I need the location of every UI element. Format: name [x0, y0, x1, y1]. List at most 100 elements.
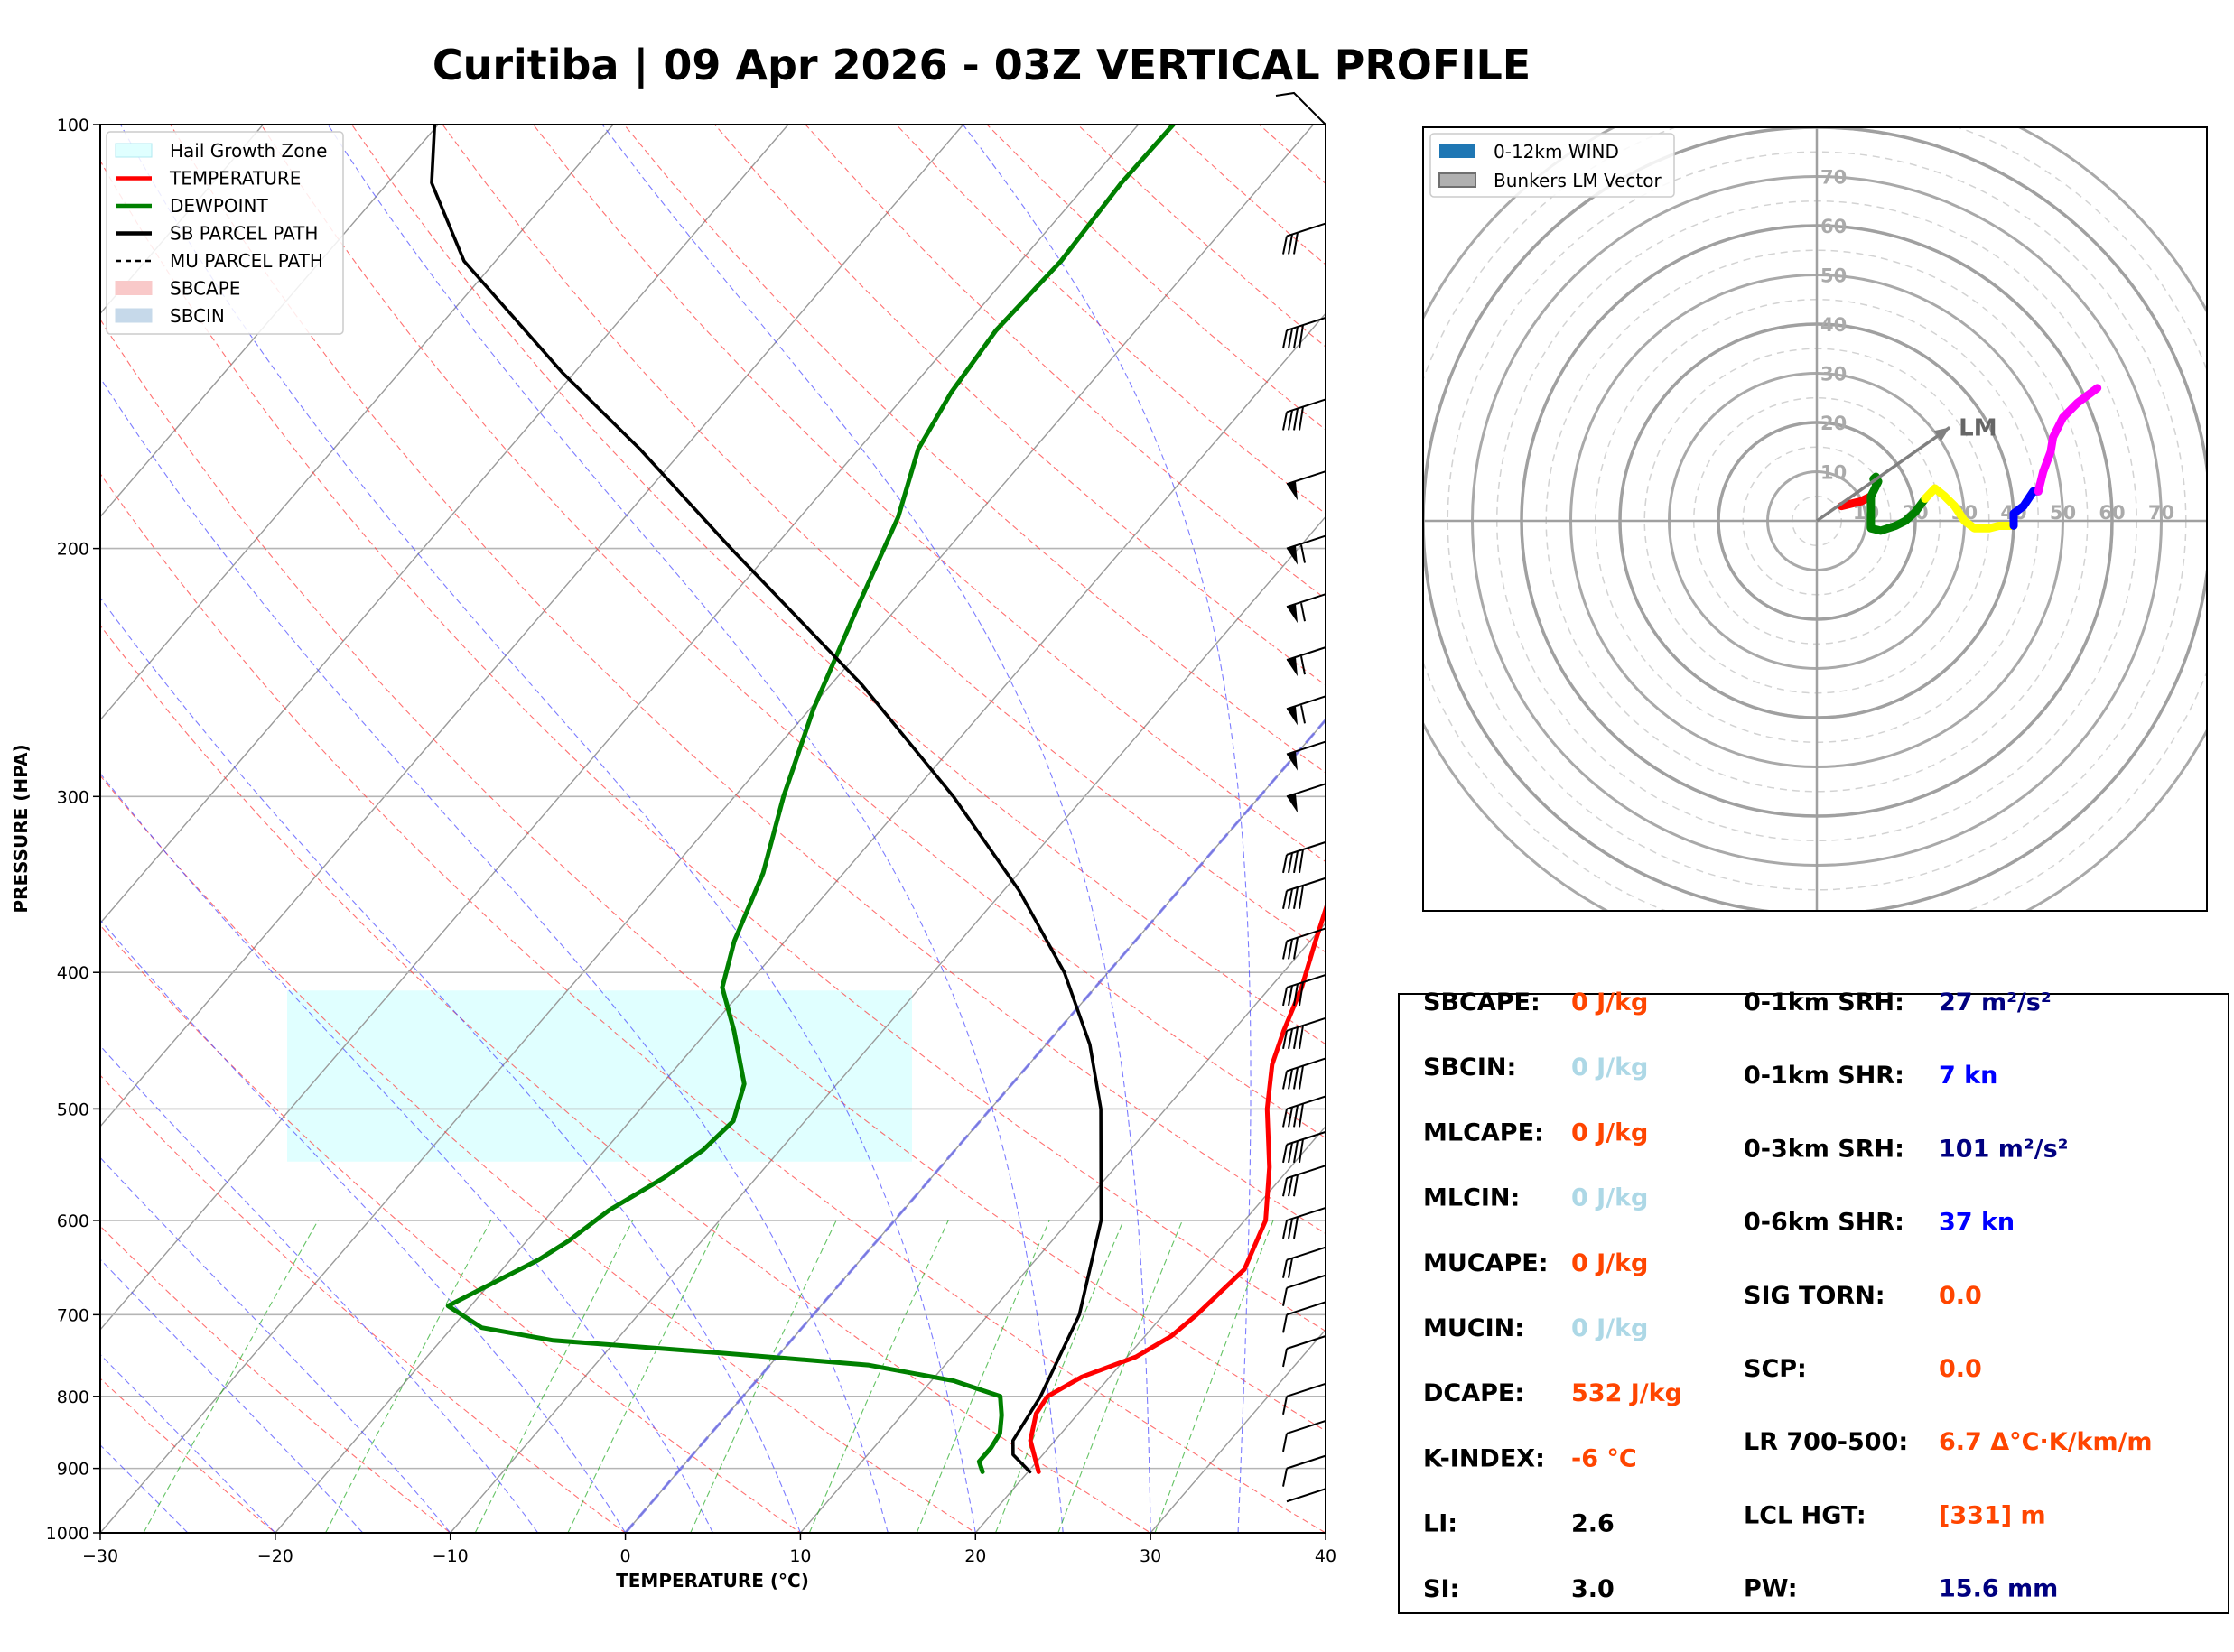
mixing-ratio-line — [994, 1220, 1124, 1533]
x-tick-label: 10 — [789, 1546, 811, 1566]
wind-barb-flag — [1288, 1218, 1293, 1239]
legend-label: SB PARCEL PATH — [170, 223, 318, 245]
wind-barb — [1286, 695, 1326, 726]
wind-barb-pennant — [1287, 751, 1298, 771]
dry-adiabat-line — [100, 318, 1326, 1432]
mixing-ratio-lines — [143, 1220, 1274, 1533]
temperature-line — [1028, 902, 1326, 1474]
wind-barb-flag — [1293, 1174, 1299, 1197]
mixing-ratio-line — [1154, 1220, 1274, 1533]
figure-title: Curitiba | 09 Apr 2026 - 03Z VERTICAL PR… — [433, 41, 1531, 90]
x-tick-label: 0 — [620, 1546, 631, 1566]
wind-barb-shaft — [1286, 1419, 1326, 1434]
wind-barb-shaft — [1286, 1246, 1326, 1261]
wind-barb-flag — [1282, 1314, 1288, 1333]
mixing-ratio-line — [143, 1220, 319, 1533]
dry-adiabat-line — [100, 160, 1326, 1332]
wind-barb-shaft — [1286, 317, 1326, 331]
index-value: 0 J/kg — [1571, 988, 1648, 1016]
index-value: 3.0 — [1571, 1575, 1615, 1603]
hodograph-segment — [1921, 484, 2018, 533]
skewt-legend: Hail Growth Zone TEMPERATURE DEWPOINT SB PA… — [106, 131, 344, 335]
y-tick-label: 100 — [57, 116, 89, 135]
mixing-ratio-line — [325, 1220, 492, 1533]
legend-label: SBCIN — [170, 305, 225, 327]
wind-barb — [1286, 593, 1326, 624]
dewpoint-line — [445, 125, 1176, 1474]
wind-barb-pennant — [1287, 604, 1298, 624]
wind-barb — [1282, 1454, 1326, 1487]
wind-barb — [1282, 1206, 1326, 1239]
isotherm-line — [450, 515, 1326, 1533]
index-label: PW: — [1744, 1575, 1798, 1603]
wind-barb-flag — [1288, 1028, 1293, 1049]
hodograph-segment — [1866, 472, 1930, 535]
wind-barb — [1282, 877, 1326, 909]
indices-panel: SBCAPE: 0 J/kg SBCIN: 0 J/kg MLCAPE: 0 J/kg ML… — [1398, 988, 2229, 1614]
wind-barb-flag — [1282, 1177, 1288, 1197]
wind-barb-flag — [1299, 1025, 1304, 1049]
wind-barb-flag — [1293, 937, 1299, 960]
wind-barb-shaft — [1286, 1301, 1326, 1316]
wind-barb-shaft — [1286, 1454, 1326, 1470]
wind-barb — [1286, 534, 1326, 565]
legend-swatch — [115, 281, 153, 295]
zero-degree-isotherm — [624, 718, 1326, 1533]
wind-barb-shaft — [1286, 470, 1326, 486]
isotherm-line — [100, 125, 964, 1128]
wind-barb-flag — [1300, 602, 1306, 622]
wind-barb-shaft — [1286, 398, 1326, 413]
wind-barb — [1282, 1165, 1326, 1197]
wind-barb-shaft — [1286, 1165, 1326, 1180]
moist-adiabat-line — [100, 376, 889, 1533]
isobars — [100, 547, 1326, 1470]
isotherm-line — [100, 125, 614, 721]
hodograph-legend: 0-12km WIND Bunkers LM Vector — [1429, 133, 1675, 198]
wind-barb-flag — [1293, 1216, 1299, 1239]
moist-adiabat-line — [100, 597, 801, 1533]
isotherm-line — [100, 125, 439, 518]
isotherm-line — [275, 312, 1326, 1533]
legend-label: TEMPERATURE — [169, 168, 301, 190]
index-label: SBCIN: — [1423, 1053, 1516, 1081]
wind-barb-shaft — [1286, 973, 1326, 988]
y-tick-label: 600 — [57, 1211, 89, 1231]
index-value: 15.6 mm — [1939, 1575, 2058, 1603]
wind-barb-shaft — [1286, 222, 1326, 237]
hodograph-ring-label: 50 — [1820, 265, 1847, 287]
isotherm-line — [100, 125, 789, 924]
wind-barb-flag — [1299, 1065, 1304, 1090]
wind-barb — [1286, 646, 1326, 677]
wind-barb-shaft — [1286, 695, 1326, 710]
dry-adiabats — [100, 125, 1326, 1533]
moist-adiabat-line — [120, 125, 976, 1533]
wind-barb-shaft — [1286, 1016, 1326, 1032]
wind-barb — [1282, 1130, 1326, 1164]
wind-barb-flag — [1293, 983, 1299, 1007]
wind-barb-shaft — [1286, 646, 1326, 662]
wind-barb-shaft — [1286, 1095, 1326, 1110]
wind-barb — [1282, 973, 1326, 1007]
wind-barb-flag — [1282, 1287, 1288, 1306]
moist-adiabat-line — [100, 1156, 451, 1533]
index-label: K-INDEX: — [1423, 1444, 1545, 1472]
wind-barb-flag — [1282, 1259, 1288, 1278]
y-tick-label: 300 — [57, 787, 89, 807]
wind-barb-shaft — [1286, 740, 1326, 756]
wind-barb-flag — [1282, 1348, 1288, 1368]
hodograph-trace — [1837, 384, 2102, 535]
index-value: 0.0 — [1939, 1355, 1982, 1383]
y-tick-label: 500 — [57, 1100, 89, 1119]
wind-barb — [1282, 317, 1326, 349]
wind-barb-flag — [1299, 1138, 1304, 1164]
wind-barb-pennant — [1287, 706, 1298, 726]
index-value: 7 kn — [1939, 1062, 1997, 1090]
wind-barb-flag — [1288, 1142, 1293, 1164]
x-axis: −30 −20 −10 0 10 20 30 40 — [82, 1533, 1336, 1566]
moist-adiabat-line — [100, 1044, 539, 1533]
y-tick-label: 200 — [57, 540, 89, 560]
mixing-ratio-line — [690, 1220, 837, 1533]
